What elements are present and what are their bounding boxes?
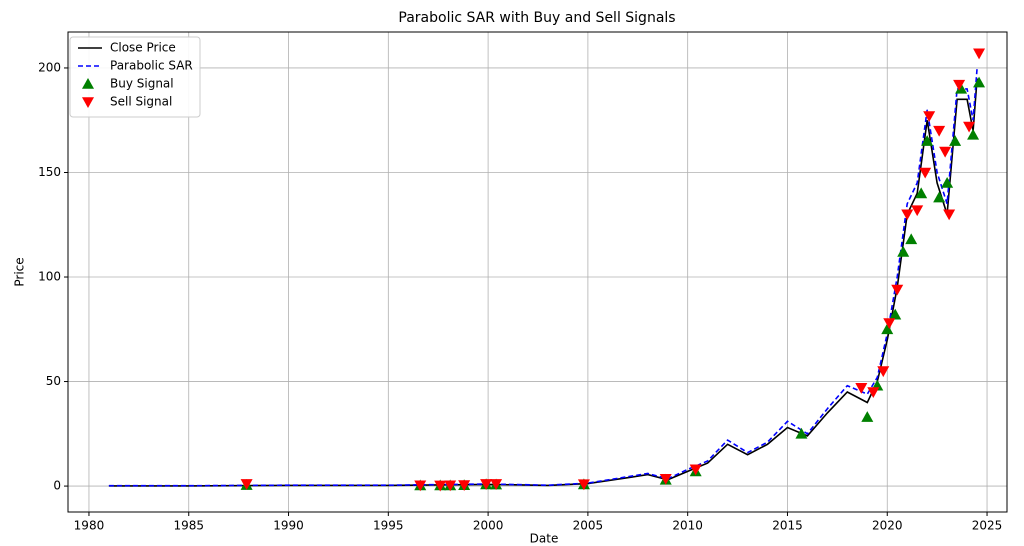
signal-marker (577, 479, 590, 491)
signal-marker (973, 48, 986, 60)
signal-marker (955, 82, 968, 94)
signal-marker (953, 79, 966, 91)
signal-marker (883, 318, 896, 330)
signal-marker (240, 479, 253, 490)
y-tick-label: 150 (38, 165, 61, 179)
plot-frame (67, 31, 1008, 513)
signal-marker (891, 284, 904, 296)
signal-marker (897, 245, 910, 257)
signal-marker (689, 464, 702, 476)
signal-marker (919, 167, 932, 179)
x-tick-label: 1980 (74, 519, 105, 533)
signal-marker (434, 480, 447, 492)
y-tick-label: 200 (38, 60, 61, 74)
signal-marker (921, 135, 934, 146)
chart-title: Parabolic SAR with Buy and Sell Signals (398, 10, 675, 26)
signal-marker (967, 128, 980, 140)
signal-marker (901, 209, 914, 221)
signal-marker (933, 125, 946, 137)
y-axis-label: Price (13, 257, 27, 286)
legend: Close Price Parabolic SAR Buy Signal Sell S… (69, 36, 201, 118)
x-tick-label: 1985 (173, 519, 204, 533)
signal-marker (490, 479, 503, 490)
signal-marker (915, 187, 928, 199)
x-tick-label: 2015 (772, 519, 803, 533)
legend-label: Buy Signal (110, 77, 174, 91)
signal-marker (905, 233, 918, 245)
x-tick-label: 2020 (872, 519, 903, 533)
y-tick-label: 100 (38, 270, 61, 284)
price-line (108, 67, 978, 487)
legend-swatch (82, 97, 94, 108)
x-tick-label: 2005 (573, 519, 604, 533)
price-line (108, 78, 978, 487)
legend-label: Sell Signal (110, 95, 172, 109)
signal-marker (939, 146, 952, 158)
signal-marker (889, 308, 902, 320)
signal-marker (933, 191, 946, 203)
x-tick-label: 1990 (273, 519, 304, 533)
signal-marker (881, 323, 894, 335)
signal-marker (414, 480, 427, 492)
x-tick-label: 1995 (373, 519, 404, 533)
legend-swatch (82, 78, 94, 89)
signal-marker (923, 111, 936, 123)
signal-marker (963, 121, 976, 133)
x-axis-label: Date (530, 532, 559, 546)
x-tick-label: 2000 (473, 519, 504, 533)
signal-marker (861, 411, 874, 422)
signal-marker (855, 383, 868, 394)
signal-marker (877, 366, 890, 378)
y-tick-label: 50 (46, 374, 61, 388)
signal-marker (973, 76, 986, 88)
signal-marker (941, 176, 954, 188)
signal-marker (444, 480, 457, 492)
x-tick-label: 2025 (972, 519, 1003, 533)
signal-marker (867, 387, 880, 398)
x-tick-label: 2010 (672, 519, 703, 533)
signal-marker (911, 205, 924, 217)
signal-marker (943, 209, 956, 221)
y-tick-label: 0 (53, 479, 61, 493)
signal-marker (795, 427, 808, 439)
signal-marker (949, 135, 962, 146)
signal-marker (480, 479, 493, 490)
legend-label: Parabolic SAR (110, 59, 193, 73)
signal-marker (458, 480, 471, 492)
legend-box (69, 36, 201, 118)
legend-label: Close Price (110, 41, 176, 55)
signal-marker (659, 473, 672, 485)
